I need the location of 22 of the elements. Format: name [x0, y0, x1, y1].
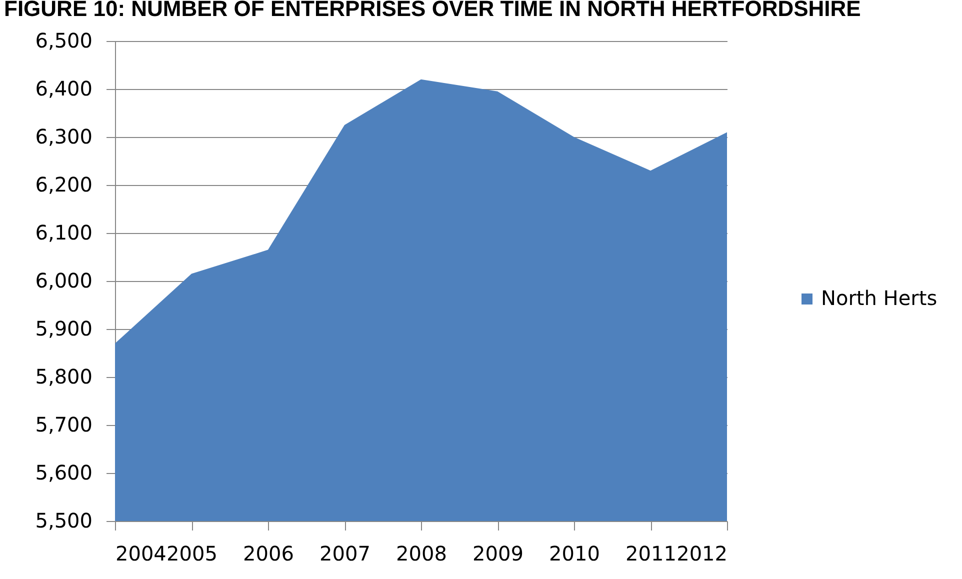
y-tick-label: 5,700 [35, 412, 92, 436]
y-tick-label: 6,200 [35, 172, 92, 196]
x-tick-label: 2011 [626, 542, 676, 566]
y-tick-label: 6,400 [35, 76, 92, 100]
y-tick-label: 6,300 [35, 124, 92, 148]
y-tick-label: 6,100 [35, 220, 92, 244]
x-tick-label: 2007 [320, 542, 370, 566]
x-tick-label: 2006 [243, 542, 294, 566]
x-tick-label: 2012 [676, 542, 728, 566]
y-tick-label: 6,000 [35, 268, 92, 292]
x-tick-label: 2009 [472, 542, 524, 566]
x-tick-label: 2004 [116, 542, 166, 566]
x-tick-label: 2005 [166, 542, 218, 566]
chart-title: FIGURE 10: NUMBER OF ENTERPRISES OVER TIME IN NORTH HERTFORDSHIRE [4, 0, 861, 21]
x-tick-label: 2008 [396, 542, 447, 566]
legend-label: North Herts [821, 286, 938, 310]
y-tick-label: 5,600 [35, 460, 92, 484]
y-tick-label: 5,800 [35, 364, 92, 388]
x-tick-label: 2010 [549, 542, 600, 566]
y-tick-label: 5,900 [35, 316, 92, 340]
y-tick-label: 5,500 [35, 508, 92, 532]
y-tick-label: 6,500 [35, 28, 92, 52]
